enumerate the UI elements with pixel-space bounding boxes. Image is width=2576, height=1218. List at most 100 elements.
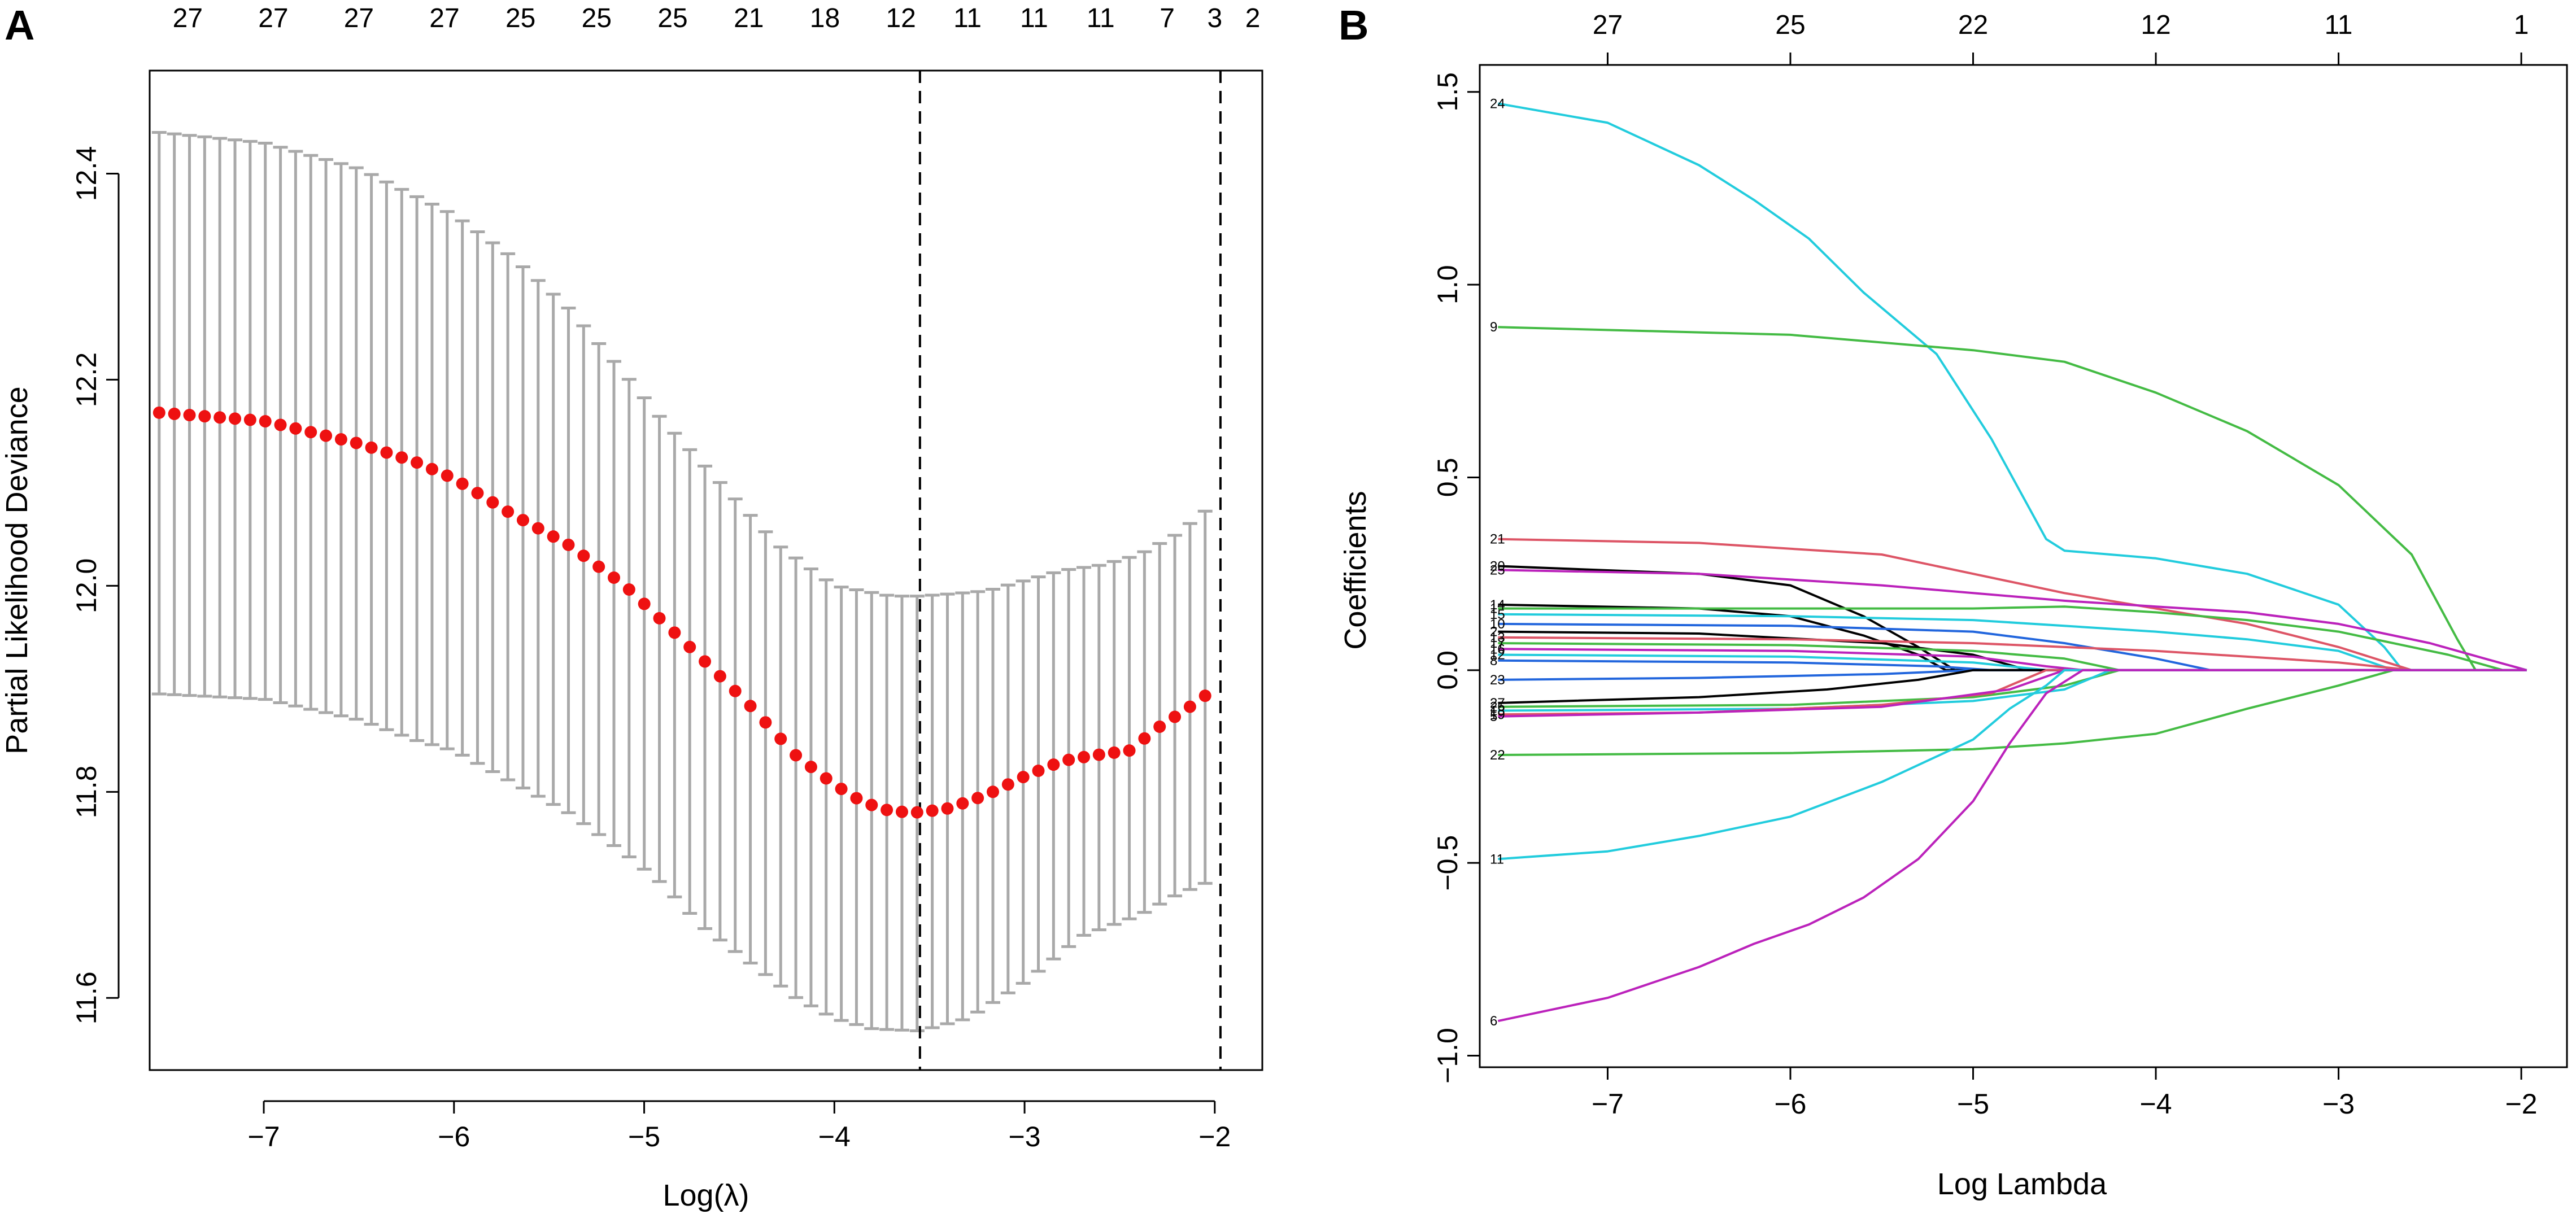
panel-a-point-28 bbox=[577, 549, 590, 562]
panel-b-path-label-11: 11 bbox=[1490, 852, 1504, 867]
panel-b-path-label-6: 6 bbox=[1490, 1014, 1497, 1029]
panel-b-path-label-21: 21 bbox=[1490, 532, 1505, 547]
panel-a-point-12 bbox=[334, 433, 347, 446]
panel-a-point-36 bbox=[699, 655, 712, 668]
panel-a-point-67 bbox=[1169, 710, 1182, 723]
panel-a-top-label-9: 12 bbox=[886, 3, 916, 33]
panel-a-point-65 bbox=[1138, 732, 1151, 745]
panel-a-point-52 bbox=[941, 802, 954, 815]
panel-a-y-tick-label-4: 12.4 bbox=[71, 146, 102, 201]
panel-a-point-69 bbox=[1198, 689, 1211, 702]
panel-b-y-tick-label-0: −1.0 bbox=[1432, 1028, 1463, 1084]
panel-a-x-tick-label-2: −5 bbox=[628, 1121, 660, 1152]
panel-a-point-13 bbox=[350, 436, 363, 449]
panel-a-top-label-10: 11 bbox=[953, 3, 982, 33]
panel-b-x-axis: −7 −6 −5 −4 −3 −2 bbox=[1592, 1067, 2538, 1120]
panel-b-top-label-4: 11 bbox=[2325, 10, 2353, 40]
panel-b-path-22 bbox=[1498, 669, 2527, 756]
panel-a-top-label-8: 18 bbox=[810, 3, 840, 33]
panel-a-top-label-5: 25 bbox=[582, 3, 612, 33]
panel-b: B 27 25 22 12 11 1 24921202514115102131716128… bbox=[1339, 2, 2568, 1201]
panel-b-y-tick-label-3: 0.5 bbox=[1432, 458, 1463, 497]
panel-a-point-20 bbox=[456, 477, 469, 490]
panel-a-x-tick-label-1: −6 bbox=[438, 1121, 470, 1152]
panel-b-top-label-3: 12 bbox=[2141, 10, 2170, 40]
panel-a-point-9 bbox=[289, 422, 302, 435]
panel-a-top-label-3: 27 bbox=[429, 3, 459, 33]
panel-b-path-label-13: 13 bbox=[1490, 630, 1505, 645]
panel-a-top-label-6: 25 bbox=[657, 3, 687, 33]
panel-a-plot-frame bbox=[149, 69, 1263, 1071]
panel-a-point-18 bbox=[425, 462, 438, 475]
panel-a-point-61 bbox=[1078, 750, 1091, 763]
panel-b-path-label-12: 12 bbox=[1490, 648, 1505, 663]
panel-b-coefficient-paths bbox=[1497, 102, 2527, 1023]
panel-a-point-63 bbox=[1108, 746, 1121, 759]
panel-a-point-49 bbox=[895, 805, 908, 818]
panel-a-point-4 bbox=[213, 411, 226, 424]
panel-a-point-45 bbox=[835, 783, 848, 796]
panel-a-point-22 bbox=[486, 496, 499, 509]
panel-b-top-label-2: 22 bbox=[1958, 10, 1988, 40]
panel-b-x-tick-label-4: −3 bbox=[2322, 1088, 2355, 1120]
panel-a-point-6 bbox=[243, 413, 256, 426]
panel-a-point-64 bbox=[1123, 744, 1136, 757]
panel-a-y-axis-title: Partial Likelihood Deviance bbox=[0, 386, 34, 754]
panel-a-point-31 bbox=[622, 583, 635, 596]
panel-a-point-56 bbox=[1001, 778, 1014, 791]
panel-a-point-33 bbox=[653, 612, 666, 625]
panel-b-path-24 bbox=[1498, 102, 2527, 671]
panel-a-top-label-15: 2 bbox=[1245, 3, 1261, 33]
panel-a-x-tick-label-4: −3 bbox=[1009, 1121, 1041, 1152]
panel-b-path-label-26: 26 bbox=[1490, 700, 1505, 715]
panel-a-x-tick-label-3: −4 bbox=[818, 1121, 851, 1152]
panel-b-y-tick-label-1: −0.5 bbox=[1432, 835, 1463, 891]
panel-b-path-label-9: 9 bbox=[1490, 320, 1497, 335]
panel-b-path-label-25: 25 bbox=[1490, 562, 1505, 578]
panel-b-path-label-10: 10 bbox=[1490, 617, 1505, 632]
panel-a-point-26 bbox=[547, 530, 560, 543]
panel-a-point-1 bbox=[168, 407, 181, 420]
panel-a-point-3 bbox=[198, 410, 211, 423]
panel-a-top-label-1: 27 bbox=[258, 3, 288, 33]
panel-a-point-14 bbox=[365, 441, 378, 454]
panel-a: A 27 27 27 27 25 25 25 21 18 12 11 11 11 7 3 2 −7 −6 −5 −4… bbox=[0, 2, 1263, 1212]
panel-b-path-label-27: 27 bbox=[1490, 696, 1505, 711]
panel-a-point-39 bbox=[744, 700, 757, 713]
panel-b-path-label-22: 22 bbox=[1490, 748, 1505, 763]
panel-a-point-11 bbox=[320, 429, 333, 442]
panel-a-point-23 bbox=[502, 505, 515, 518]
panel-a-reference-lines bbox=[918, 71, 1222, 1070]
panel-a-y-tick-label-3: 12.2 bbox=[71, 352, 102, 407]
panel-b-x-tick-label-1: −6 bbox=[1774, 1088, 1806, 1120]
panel-a-top-label-14: 3 bbox=[1207, 3, 1222, 33]
panel-a-top-label-4: 25 bbox=[505, 3, 535, 33]
panel-a-point-40 bbox=[759, 716, 772, 729]
panel-a-top-label-13: 7 bbox=[1160, 3, 1175, 33]
panel-b-x-axis-title: Log Lambda bbox=[1937, 1167, 2107, 1201]
panel-b-y-axis: −1.0 −0.5 0.0 0.5 1.0 1.5 bbox=[1432, 72, 1480, 1084]
panel-b-path-11 bbox=[1498, 669, 2527, 861]
panel-a-point-27 bbox=[562, 538, 575, 551]
panel-a-point-62 bbox=[1092, 748, 1105, 761]
panel-a-point-43 bbox=[804, 761, 817, 774]
panel-a-top-axis-labels: 27 27 27 27 25 25 25 21 18 12 11 11 11 7 3 2 bbox=[173, 3, 1261, 33]
panel-a-point-24 bbox=[516, 514, 529, 527]
panel-a-point-19 bbox=[441, 469, 454, 482]
panel-a-point-66 bbox=[1153, 720, 1166, 733]
panel-b-path-label-24: 24 bbox=[1490, 96, 1505, 111]
panel-b-path-6 bbox=[1497, 669, 2527, 1023]
panel-a-point-29 bbox=[592, 560, 605, 573]
panel-b-path-label-18: 18 bbox=[1490, 704, 1505, 719]
panel-a-y-tick-label-2: 12.0 bbox=[71, 558, 102, 613]
panel-a-point-32 bbox=[638, 597, 651, 610]
panel-b-path-label-14: 14 bbox=[1490, 597, 1505, 613]
panel-a-point-0 bbox=[152, 406, 165, 419]
panel-a-point-50 bbox=[910, 806, 923, 819]
panel-a-letter: A bbox=[5, 2, 34, 49]
panel-b-top-label-1: 25 bbox=[1775, 10, 1805, 40]
panel-a-point-51 bbox=[926, 804, 939, 817]
panel-a-point-42 bbox=[790, 749, 803, 762]
panel-b-x-tick-label-5: −2 bbox=[2505, 1088, 2538, 1120]
